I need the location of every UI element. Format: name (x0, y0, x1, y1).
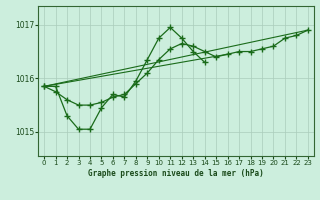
X-axis label: Graphe pression niveau de la mer (hPa): Graphe pression niveau de la mer (hPa) (88, 169, 264, 178)
